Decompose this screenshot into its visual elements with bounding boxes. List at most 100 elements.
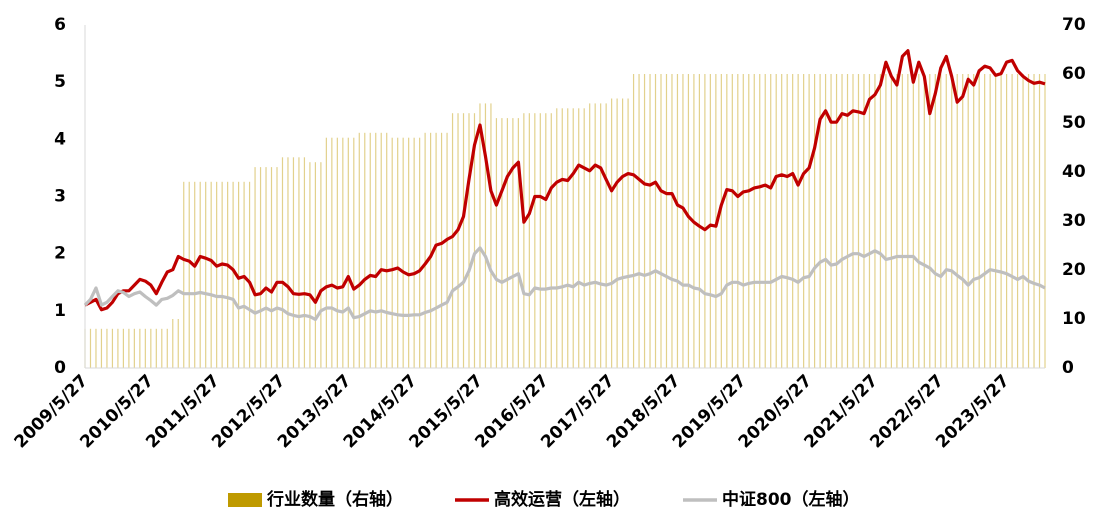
bar: [216, 181, 218, 368]
bar: [364, 132, 366, 368]
bar: [824, 74, 827, 368]
y-tick-label: 3: [54, 187, 66, 207]
bar: [643, 74, 646, 368]
bar: [183, 181, 185, 368]
bar: [1011, 74, 1013, 368]
bar: [369, 132, 371, 368]
bar: [660, 74, 662, 368]
bar: [879, 74, 882, 368]
bar: [133, 328, 135, 368]
y2-tick-label: 20: [1062, 260, 1086, 280]
bar: [419, 137, 421, 368]
y2-tick-label: 0: [1062, 358, 1074, 378]
bar: [298, 157, 300, 368]
bar: [534, 113, 536, 368]
bar: [1033, 74, 1035, 368]
bar: [687, 74, 690, 368]
bar: [391, 137, 393, 368]
bar: [221, 181, 223, 368]
legend-label: 行业数量（右轴）: [266, 489, 403, 510]
bar: [106, 328, 108, 368]
bar: [995, 74, 997, 368]
line-series: [83, 246, 1046, 321]
y-tick-label: 1: [54, 301, 66, 321]
line-series: [84, 49, 1046, 312]
bar: [649, 74, 651, 368]
bar: [1044, 74, 1046, 368]
y2-tick-label: 60: [1062, 64, 1086, 84]
bar: [814, 74, 816, 368]
bar: [320, 162, 322, 368]
bar: [819, 74, 821, 368]
bar: [578, 108, 580, 369]
bar: [194, 181, 196, 368]
bar: [901, 74, 903, 368]
bar: [205, 181, 207, 368]
bar: [111, 328, 114, 368]
bar: [309, 162, 311, 368]
bar: [517, 118, 519, 368]
bar: [589, 103, 591, 369]
bar: [1038, 74, 1041, 368]
bar: [265, 167, 267, 368]
bar: [967, 74, 969, 368]
bar: [512, 118, 514, 368]
bar: [934, 74, 936, 368]
bar: [473, 113, 476, 368]
bar: [144, 328, 146, 368]
bar: [523, 113, 525, 368]
bar: [759, 74, 761, 368]
bar: [594, 103, 596, 369]
bar: [786, 74, 788, 368]
bar: [539, 113, 541, 368]
bar: [95, 328, 97, 368]
bar: [803, 74, 805, 368]
bar: [753, 74, 755, 368]
bar: [440, 132, 443, 368]
bar: [1016, 74, 1019, 368]
bar: [984, 74, 986, 368]
bar: [918, 74, 920, 368]
bar: [325, 137, 327, 368]
bar: [632, 74, 635, 368]
y2-tick-label: 10: [1062, 309, 1086, 329]
bar: [276, 167, 278, 368]
bar: [896, 74, 898, 368]
bar: [622, 98, 624, 368]
bar: [890, 74, 892, 368]
bar: [413, 137, 415, 368]
bar: [627, 98, 629, 368]
y2-tick-label: 30: [1062, 211, 1086, 231]
y-tick-label: 4: [54, 129, 66, 149]
bar: [835, 74, 838, 368]
bar: [479, 103, 481, 369]
bar: [676, 74, 679, 368]
bar: [128, 328, 130, 368]
bar: [227, 181, 229, 368]
bar: [698, 74, 700, 368]
bar: [501, 118, 503, 368]
y2-tick-label: 40: [1062, 162, 1086, 182]
bar: [468, 113, 470, 368]
bar: [161, 328, 163, 368]
bar: [929, 74, 931, 368]
bar: [720, 74, 722, 368]
bar: [490, 103, 492, 369]
bar: [347, 137, 349, 368]
bar: [704, 74, 706, 368]
bar: [100, 328, 103, 368]
bar: [506, 118, 508, 368]
bar: [435, 132, 437, 368]
bar: [353, 137, 355, 368]
y-tick-label: 0: [54, 358, 66, 378]
bar: [232, 181, 234, 368]
bar: [139, 328, 141, 368]
bar: [358, 132, 360, 368]
bar: [402, 137, 404, 368]
bar: [1027, 74, 1030, 368]
bar: [457, 113, 459, 368]
bar: [583, 108, 585, 369]
bar: [923, 74, 925, 368]
legend-swatch: [228, 493, 262, 507]
bar: [852, 74, 854, 368]
